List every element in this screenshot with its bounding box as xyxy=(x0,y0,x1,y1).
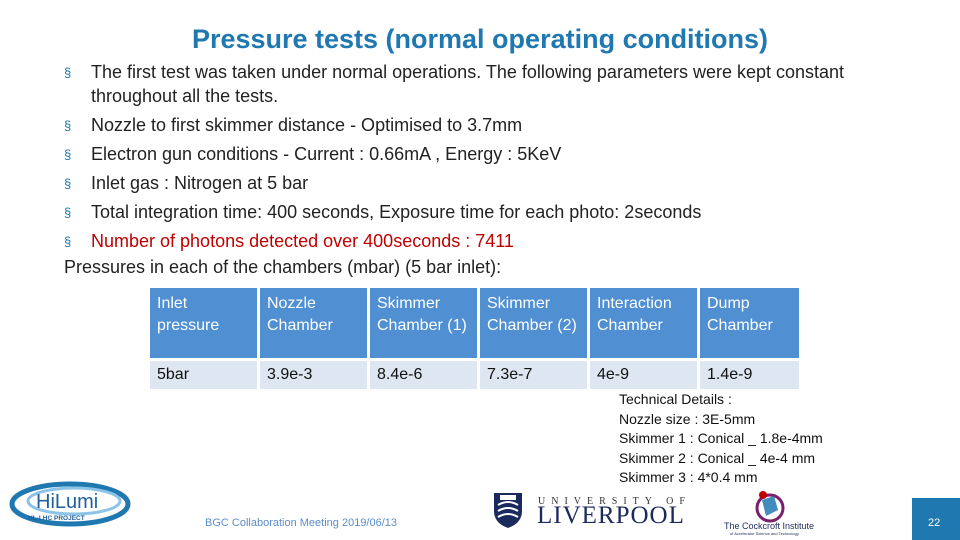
pressure-table: Inlet pressure Nozzle Chamber Skimmer Ch… xyxy=(150,288,799,389)
table-cell: 5bar xyxy=(150,358,260,389)
technical-details-heading: Technical Details : xyxy=(619,391,732,407)
table-header-cell: Nozzle Chamber xyxy=(260,288,370,358)
bullet-marker-icon: § xyxy=(64,205,72,220)
bullet-text: Number of photons detected over 400secon… xyxy=(91,231,514,251)
table-header-cell: Interaction Chamber xyxy=(590,288,700,358)
liverpool-shield-icon xyxy=(494,493,522,528)
table-cell: 1.4e-9 xyxy=(700,358,799,389)
hilumi-subtitle: HL-LHC PROJECT xyxy=(28,515,85,522)
bullet-list: § The first test was taken under normal o… xyxy=(64,60,864,258)
page-corner-tab xyxy=(912,498,960,540)
technical-details-line: Skimmer 3 : 4*0.4 mm xyxy=(619,469,758,485)
technical-details-line: Nozzle size : 3E-5mm xyxy=(619,410,756,427)
hilumi-name: HiLumi xyxy=(36,491,98,513)
table-cell: 4e-9 xyxy=(590,358,700,389)
table-row: 5bar 3.9e-3 8.4e-6 7.3e-7 4e-9 1.4e-9 xyxy=(150,358,799,389)
table-header-row: Inlet pressure Nozzle Chamber Skimmer Ch… xyxy=(150,288,799,358)
bullet-item: § Electron gun conditions - Current : 0.6… xyxy=(64,142,864,166)
cockcroft-logo: The Cockcroft Institute of Accelerator S… xyxy=(724,491,814,536)
footer-text: BGC Collaboration Meeting 2019/06/13 xyxy=(205,517,398,529)
cockcroft-subtitle: of Accelerator Science and Technology xyxy=(730,531,799,536)
table-cell: 8.4e-6 xyxy=(370,358,480,389)
bullet-text: Total integration time: 400 seconds, Exp… xyxy=(91,202,702,222)
bullet-text: Electron gun conditions - Current : 0.66… xyxy=(91,144,562,164)
bullet-marker-icon: § xyxy=(64,234,72,249)
bullet-text: Inlet gas : Nitrogen at 5 bar xyxy=(91,173,309,193)
table-cell: 7.3e-7 xyxy=(480,358,590,389)
bullet-text: Nozzle to first skimmer distance - Optim… xyxy=(91,115,523,135)
bullet-text: The first test was taken under normal op… xyxy=(91,62,845,106)
bullet-item: § The first test was taken under normal o… xyxy=(64,60,864,108)
technical-details: Technical Details : Nozzle size : 3E-5mm… xyxy=(619,390,823,488)
table-header-cell: Inlet pressure xyxy=(150,288,260,358)
bullet-marker-icon: § xyxy=(64,65,72,80)
bullet-item: § Nozzle to first skimmer distance - Opti… xyxy=(64,113,864,137)
hilumi-logo: HiLumi HL-LHC PROJECT xyxy=(9,481,131,527)
bullet-item: § Total integration time: 400 seconds, Ex… xyxy=(64,200,864,224)
page-number: 22 xyxy=(928,517,941,529)
liverpool-name: LIVERPOOL xyxy=(537,502,685,529)
bullet-item: § Inlet gas : Nitrogen at 5 bar xyxy=(64,171,864,195)
cockcroft-name: The Cockcroft Institute xyxy=(724,521,814,531)
technical-details-line: Skimmer 2 : Conical _ 4e-4 mm xyxy=(619,449,816,466)
table-header-cell: Skimmer Chamber (2) xyxy=(480,288,590,358)
pressures-caption: Pressures in each of the chambers (mbar)… xyxy=(64,257,502,277)
technical-details-line: Skimmer 1 : Conical _ 1.8e-4mm xyxy=(619,430,823,446)
table-header-cell: Skimmer Chamber (1) xyxy=(370,288,480,358)
bullet-marker-icon: § xyxy=(64,147,72,162)
bullet-marker-icon: § xyxy=(64,176,72,191)
table-cell: 3.9e-3 xyxy=(260,358,370,389)
table-header-cell: Dump Chamber xyxy=(700,288,799,358)
liverpool-university-text: UNIVERSITY OF xyxy=(538,496,691,507)
slide-title: Pressure tests (normal operating conditi… xyxy=(191,24,769,54)
bullet-item-highlight: § Number of photons detected over 400seco… xyxy=(64,229,864,253)
bullet-marker-icon: § xyxy=(64,118,72,133)
